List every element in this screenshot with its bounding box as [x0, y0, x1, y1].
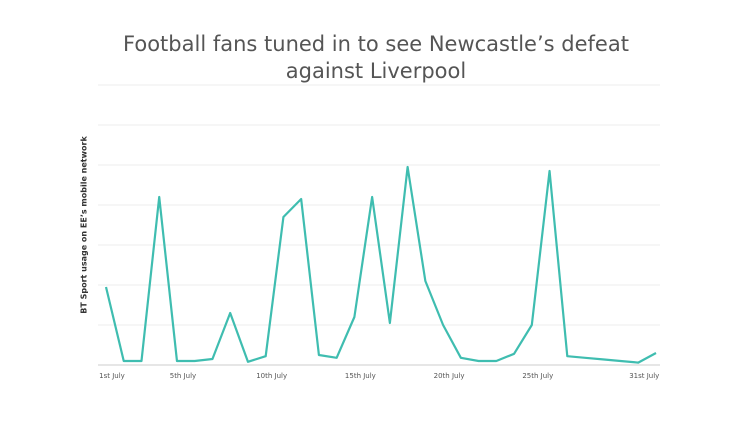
- line-series: [104, 165, 657, 364]
- x-tick-label: 31st July: [629, 372, 659, 380]
- x-tick-label: 25th July: [522, 372, 553, 380]
- x-tick-label: 10th July: [256, 372, 287, 380]
- x-tick-label: 15th July: [345, 372, 376, 380]
- chart-title-line: against Liverpool: [286, 59, 466, 83]
- y-axis-label: BT Sport usage on EE’s mobile network: [80, 136, 89, 314]
- x-tick-label: 1st July: [99, 372, 125, 380]
- x-tick-label: 5th July: [170, 372, 196, 380]
- chart-title-line: Football fans tuned in to see Newcastle’…: [123, 32, 629, 56]
- x-tick-label: 20th July: [434, 372, 465, 380]
